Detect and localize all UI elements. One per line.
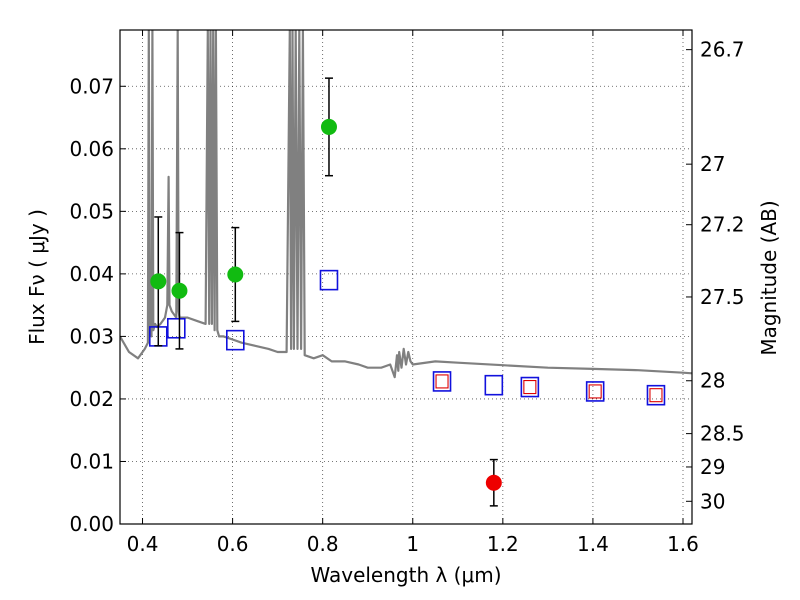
model-box-marker xyxy=(166,317,186,339)
y-axis-label: Flux Fν ( μJy ) xyxy=(25,209,49,345)
x-tick-label: 1.4 xyxy=(577,532,609,556)
model-box-marker xyxy=(585,381,605,402)
x-tick-label: 1.2 xyxy=(487,532,519,556)
mag-tick-label: 30 xyxy=(700,489,725,513)
model-box-inner-marker xyxy=(435,374,449,389)
y-tick-label: 0.07 xyxy=(69,74,114,98)
y-tick-label: 0.03 xyxy=(69,324,114,348)
x-axis-label: Wavelength λ (μm) xyxy=(310,563,501,587)
mag-tick-label: 27.5 xyxy=(700,285,745,309)
model-box-marker xyxy=(319,269,339,291)
mag-tick-label: 27.2 xyxy=(700,213,745,237)
x-tick-label: 0.6 xyxy=(217,532,249,556)
model-box-marker xyxy=(432,371,452,392)
mag-tick-label: 28.5 xyxy=(700,422,745,446)
flux-point-marker xyxy=(171,282,188,299)
x-tick-label: 1 xyxy=(406,532,419,556)
model-box-marker xyxy=(646,384,666,406)
mag-tick-label: 29 xyxy=(700,455,725,479)
model-box-inner-marker xyxy=(523,380,537,395)
flux-point-marker xyxy=(485,474,502,491)
grid-lines xyxy=(120,30,692,524)
mag-tick-label: 28 xyxy=(700,369,725,393)
flux-point-marker xyxy=(150,273,167,290)
x-tick-label: 0.8 xyxy=(307,532,339,556)
flux-point-marker xyxy=(227,266,244,283)
x-tick-label: 0.4 xyxy=(127,532,159,556)
axis-ticks: 0.4 0.6 0.8 1 1.2 1.4 1.6 0.00 0.01 0.02 0.03 0.04 0… xyxy=(69,30,745,556)
template-spectrum-line xyxy=(120,30,692,379)
y-tick-label: 0.02 xyxy=(69,387,114,411)
y-tick-label: 0.04 xyxy=(69,262,114,286)
y-tick-label: 0.00 xyxy=(69,512,114,536)
y-tick-label: 0.01 xyxy=(69,449,114,473)
mag-tick-label: 27 xyxy=(700,152,725,176)
x-tick-label: 1.6 xyxy=(667,532,699,556)
marker-layer xyxy=(148,77,666,507)
model-box-inner-marker xyxy=(588,384,602,399)
model-box-marker xyxy=(226,329,245,351)
spectrum-layer xyxy=(120,30,692,379)
model-box-inner-marker xyxy=(649,388,663,403)
plot-frame xyxy=(119,29,693,525)
mag-tick-label: 26.7 xyxy=(700,38,745,62)
y-tick-label: 0.05 xyxy=(69,199,114,223)
right-axis-label: Magnitude (AB) xyxy=(757,200,781,355)
model-box-marker xyxy=(484,374,504,396)
flux-point-marker xyxy=(320,118,337,135)
model-box-marker xyxy=(520,376,540,398)
y-tick-label: 0.06 xyxy=(69,137,114,161)
